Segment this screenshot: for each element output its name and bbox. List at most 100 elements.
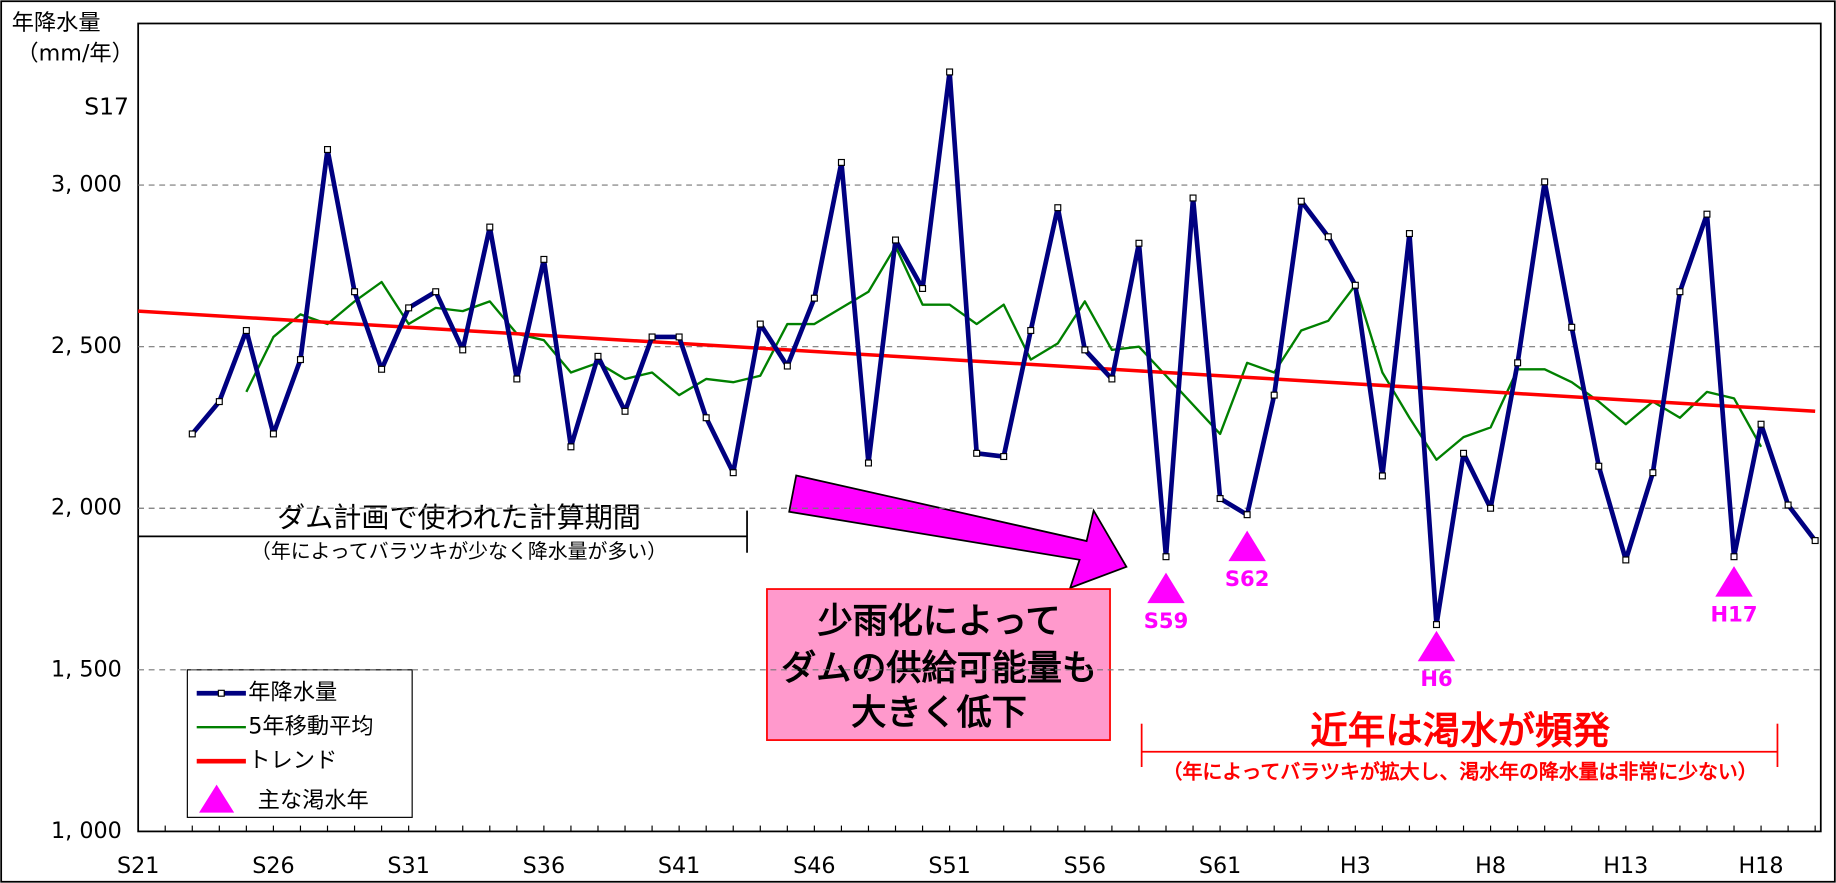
point xyxy=(675,333,683,341)
x-tick-label: S61 xyxy=(1199,853,1241,879)
point xyxy=(1676,288,1684,296)
point xyxy=(1703,210,1711,218)
x-tick-label: S41 xyxy=(658,853,700,879)
point xyxy=(892,236,900,244)
y-tick-label: 2, 500 xyxy=(51,333,122,359)
point xyxy=(215,398,223,406)
point xyxy=(1378,472,1386,480)
drought-label: S62 xyxy=(1225,566,1269,591)
drought-marker xyxy=(1228,530,1266,562)
drought-marker xyxy=(1715,566,1753,597)
legend-swatch xyxy=(199,784,235,813)
x-tick-label: H3 xyxy=(1340,853,1371,879)
point xyxy=(269,430,277,438)
point xyxy=(1189,194,1197,202)
point xyxy=(1460,449,1468,457)
point xyxy=(1135,239,1143,247)
point xyxy=(1081,346,1089,354)
point xyxy=(1243,511,1251,519)
series-line xyxy=(138,309,1816,414)
x-tick-label: S26 xyxy=(252,853,294,879)
x-tick-label: S36 xyxy=(523,853,565,879)
drought-label: H17 xyxy=(1711,601,1758,626)
y-tick-label: 1, 000 xyxy=(51,818,122,844)
y-tick-label: 3, 000 xyxy=(51,172,122,198)
legend-label: 主な渇水年 xyxy=(258,787,369,813)
point xyxy=(1514,359,1522,367)
point xyxy=(1811,537,1819,545)
point xyxy=(1649,469,1657,477)
point xyxy=(296,356,304,364)
x-tick-label: S21 xyxy=(117,853,159,879)
point xyxy=(1757,420,1765,428)
point xyxy=(837,158,845,166)
callout-box xyxy=(766,588,1111,741)
point xyxy=(702,414,710,422)
point xyxy=(1784,501,1792,509)
point xyxy=(1108,375,1116,383)
point xyxy=(1541,178,1549,186)
callout-text: 少雨化によって xyxy=(818,601,1061,642)
point xyxy=(486,223,494,231)
point xyxy=(378,365,386,373)
point xyxy=(405,304,413,312)
x-tick-label: H8 xyxy=(1475,853,1506,879)
point xyxy=(1622,556,1630,564)
point xyxy=(1000,453,1008,461)
recent-title: 近年は渇水が頻発 xyxy=(1310,709,1610,753)
point xyxy=(1054,204,1062,212)
point xyxy=(1730,553,1738,561)
point xyxy=(1324,233,1332,241)
arrow xyxy=(788,474,1128,590)
point xyxy=(919,284,927,292)
x-tick-label: S56 xyxy=(1064,853,1106,879)
point xyxy=(594,352,602,360)
point xyxy=(351,288,359,296)
legend-label: 年降水量 xyxy=(248,680,337,706)
drought-marker xyxy=(1417,630,1456,662)
legend-label: トレンド xyxy=(248,748,337,774)
point xyxy=(621,407,629,415)
legend-marker xyxy=(217,689,225,697)
point xyxy=(1162,553,1170,561)
point xyxy=(1216,495,1224,503)
x-tick-label: S51 xyxy=(928,853,970,879)
point xyxy=(1568,323,1576,331)
point xyxy=(729,469,737,477)
x-tick-label: S46 xyxy=(793,853,835,879)
point xyxy=(1487,504,1495,512)
point xyxy=(513,375,521,383)
y-axis-unit: （mm/年） xyxy=(16,40,134,66)
period-title: ダム計画で使われた計算期間 xyxy=(277,501,641,534)
recent-note: （年によってバラツキが拡大し、渇水年の降水量は非常に少ない） xyxy=(1163,759,1758,783)
point xyxy=(1405,230,1413,238)
drought-label: H6 xyxy=(1420,666,1452,691)
callout-text: 大きく低下 xyxy=(851,692,1027,733)
series-line xyxy=(245,245,1763,461)
drought-marker xyxy=(1147,572,1185,604)
y-tick-label: 2, 000 xyxy=(51,495,122,521)
period-note: （年によってバラツキが少なく降水量が多い） xyxy=(251,540,667,563)
point xyxy=(323,146,332,154)
point xyxy=(973,449,981,457)
point xyxy=(188,430,196,438)
point xyxy=(783,362,791,370)
x-tick-label: S31 xyxy=(387,853,429,879)
record-label: S17 xyxy=(84,92,129,120)
point xyxy=(1351,281,1359,289)
drought-label: S59 xyxy=(1144,608,1188,633)
point xyxy=(1297,197,1305,205)
point xyxy=(756,320,764,328)
legend-label: 5年移動平均 xyxy=(248,714,373,740)
y-tick-label: 1, 500 xyxy=(51,656,122,682)
point xyxy=(864,459,872,467)
plot-area xyxy=(137,22,1822,833)
point xyxy=(242,326,250,335)
point xyxy=(567,443,575,451)
point xyxy=(540,255,548,263)
x-tick-label: H18 xyxy=(1739,853,1784,879)
x-tick-label: H13 xyxy=(1603,853,1648,879)
point xyxy=(432,288,440,296)
point xyxy=(810,294,818,302)
